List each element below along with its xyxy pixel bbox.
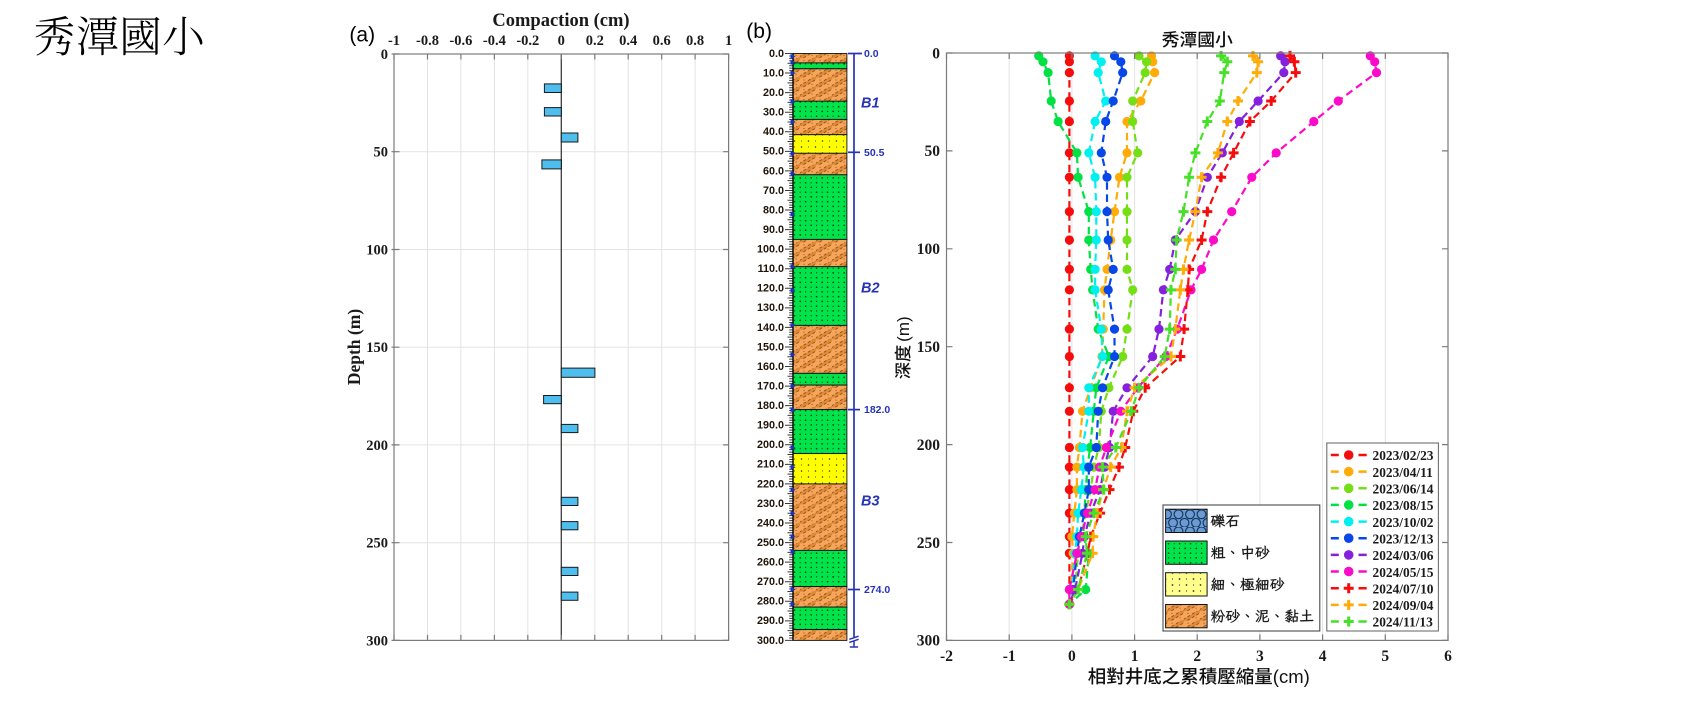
svg-text:170.0: 170.0 (757, 381, 784, 393)
svg-text:2023/02/23: 2023/02/23 (1373, 448, 1434, 463)
svg-text:5: 5 (1381, 648, 1389, 665)
svg-text:B1: B1 (861, 95, 880, 111)
svg-text:200.0: 200.0 (757, 439, 784, 451)
svg-text:30.0: 30.0 (763, 107, 784, 119)
svg-text:(cm): (cm) (1273, 666, 1310, 687)
svg-text:2023/08/15: 2023/08/15 (1373, 498, 1434, 513)
svg-text:240.0: 240.0 (757, 517, 784, 529)
svg-text:2023/12/13: 2023/12/13 (1373, 532, 1434, 547)
svg-text:0: 0 (558, 33, 565, 49)
svg-text:280.0: 280.0 (757, 596, 784, 608)
svg-text:260.0: 260.0 (757, 557, 784, 569)
svg-text:300: 300 (366, 633, 388, 649)
svg-text:(a): (a) (349, 24, 375, 47)
svg-text:250: 250 (366, 536, 388, 552)
svg-text:Compaction (cm): Compaction (cm) (492, 11, 629, 31)
svg-text:3: 3 (1256, 648, 1264, 665)
svg-text:250: 250 (917, 535, 941, 552)
svg-text:80.0: 80.0 (763, 204, 784, 216)
svg-text:90.0: 90.0 (763, 224, 784, 236)
svg-text:10.0: 10.0 (763, 68, 784, 80)
svg-text:150: 150 (366, 340, 388, 356)
svg-text:182.0: 182.0 (864, 404, 890, 416)
svg-text:-0.6: -0.6 (449, 33, 472, 49)
svg-text:1: 1 (1131, 648, 1139, 665)
svg-text:0: 0 (1068, 648, 1076, 665)
svg-text:60.0: 60.0 (763, 165, 784, 177)
svg-text:0.6: 0.6 (653, 33, 671, 49)
svg-text:2024/11/13: 2024/11/13 (1373, 615, 1434, 630)
svg-text:0: 0 (932, 45, 940, 62)
svg-text:190.0: 190.0 (757, 420, 784, 432)
svg-text:50.5: 50.5 (864, 147, 885, 159)
svg-text:Depth (m): Depth (m) (344, 309, 364, 385)
svg-text:250.0: 250.0 (757, 537, 784, 549)
svg-text:50: 50 (925, 143, 941, 160)
svg-text:150: 150 (917, 339, 941, 356)
svg-text:2023/06/14: 2023/06/14 (1373, 482, 1434, 497)
svg-text:50.0: 50.0 (763, 146, 784, 158)
svg-text:6: 6 (1444, 648, 1452, 665)
svg-text:20.0: 20.0 (763, 87, 784, 99)
svg-text:220.0: 220.0 (757, 478, 784, 490)
svg-text:B3: B3 (861, 494, 880, 510)
svg-text:-0.4: -0.4 (483, 33, 506, 49)
svg-text:2: 2 (1193, 648, 1201, 665)
svg-text:100: 100 (917, 241, 941, 258)
svg-text:0.4: 0.4 (619, 33, 637, 49)
svg-text:180.0: 180.0 (757, 400, 784, 412)
svg-text:274.0: 274.0 (864, 584, 890, 596)
svg-text:300: 300 (917, 633, 941, 650)
svg-text:B2: B2 (861, 280, 880, 296)
svg-text:70.0: 70.0 (763, 185, 784, 197)
svg-text:-2: -2 (940, 648, 953, 665)
svg-text:0.0: 0.0 (864, 48, 879, 60)
svg-text:120.0: 120.0 (757, 283, 784, 295)
svg-text:150.0: 150.0 (757, 341, 784, 353)
svg-text:100.0: 100.0 (757, 244, 784, 256)
svg-text:0.8: 0.8 (686, 33, 704, 49)
svg-text:-1: -1 (1003, 648, 1016, 665)
svg-text:2023/10/02: 2023/10/02 (1373, 515, 1434, 530)
svg-text:110.0: 110.0 (758, 263, 784, 275)
svg-text:300.0: 300.0 (757, 635, 784, 647)
svg-text:-1: -1 (388, 33, 400, 49)
svg-text:230.0: 230.0 (757, 498, 784, 510)
svg-text:2023/04/11: 2023/04/11 (1373, 465, 1433, 480)
svg-text:0.2: 0.2 (586, 33, 604, 49)
svg-text:2024/05/15: 2024/05/15 (1373, 565, 1434, 580)
svg-text:0.0: 0.0 (769, 48, 784, 60)
svg-text:200: 200 (917, 437, 941, 454)
svg-text:200: 200 (366, 438, 388, 454)
svg-text:140.0: 140.0 (757, 322, 784, 334)
svg-text:290.0: 290.0 (757, 615, 784, 627)
svg-text:4: 4 (1319, 648, 1327, 665)
svg-text:(b): (b) (746, 20, 772, 43)
svg-text:-0.8: -0.8 (416, 33, 439, 49)
svg-text:2024/09/04: 2024/09/04 (1373, 598, 1434, 613)
svg-text:(m): (m) (894, 316, 913, 341)
svg-text:1: 1 (725, 33, 732, 49)
svg-text:0: 0 (381, 47, 388, 63)
svg-text:160.0: 160.0 (757, 361, 784, 373)
svg-text:100: 100 (366, 243, 388, 259)
svg-text:40.0: 40.0 (763, 126, 784, 138)
svg-text:210.0: 210.0 (757, 459, 784, 471)
svg-text:50: 50 (374, 145, 389, 161)
svg-text:2024/03/06: 2024/03/06 (1373, 548, 1434, 563)
svg-text:-0.2: -0.2 (516, 33, 539, 49)
svg-text:130.0: 130.0 (757, 302, 784, 314)
svg-text:270.0: 270.0 (757, 576, 784, 588)
svg-text:2024/07/10: 2024/07/10 (1373, 581, 1434, 596)
